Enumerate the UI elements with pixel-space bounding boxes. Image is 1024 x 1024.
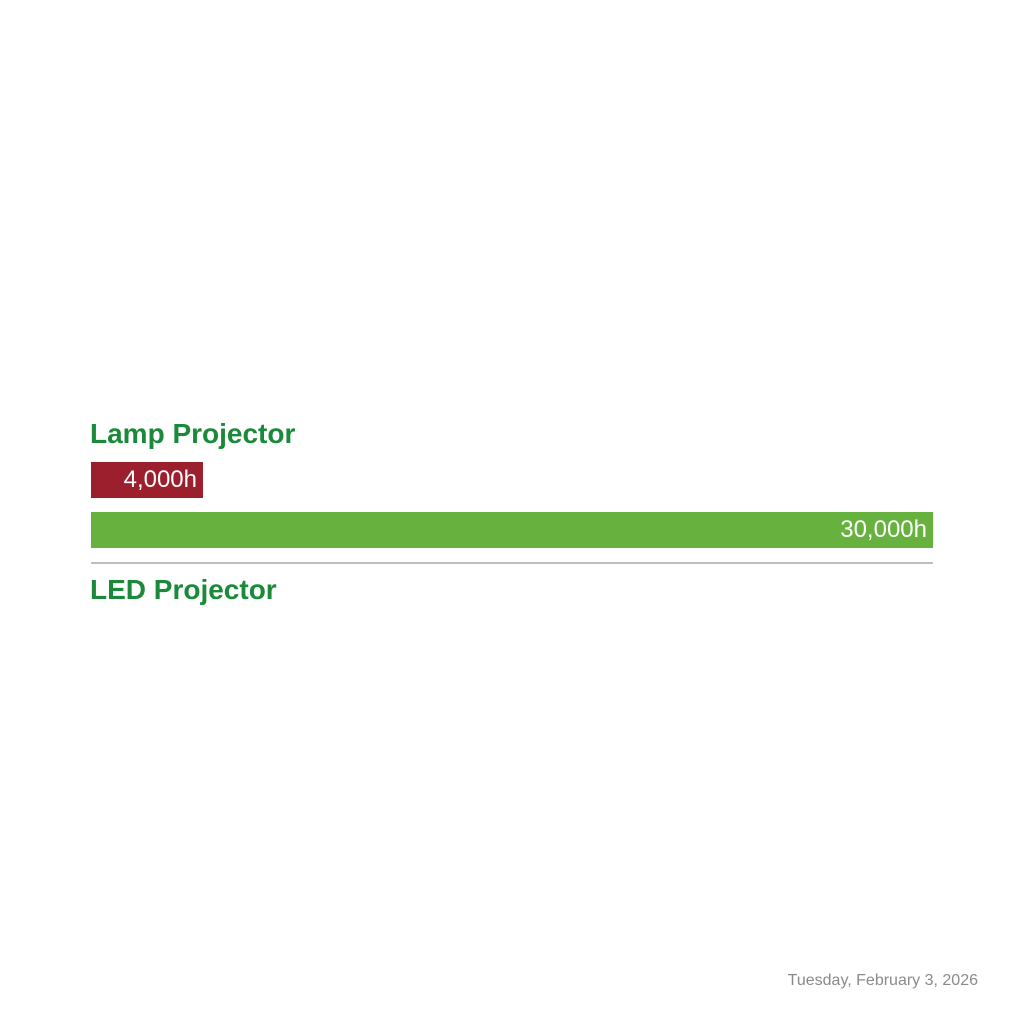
value-label-lamp-projector: 4,000h <box>123 466 197 493</box>
category-label-lamp-projector: Lamp Projector <box>90 418 296 449</box>
category-label-led-projector: LED Projector <box>90 574 277 605</box>
date-stamp: Tuesday, February 3, 2026 <box>787 972 978 989</box>
bar-led-projector: 30,000h <box>91 512 933 548</box>
bar-lamp-projector: 4,000h <box>91 462 203 498</box>
value-label-led-projector: 30,000h <box>840 516 927 543</box>
divider-line <box>91 562 933 564</box>
